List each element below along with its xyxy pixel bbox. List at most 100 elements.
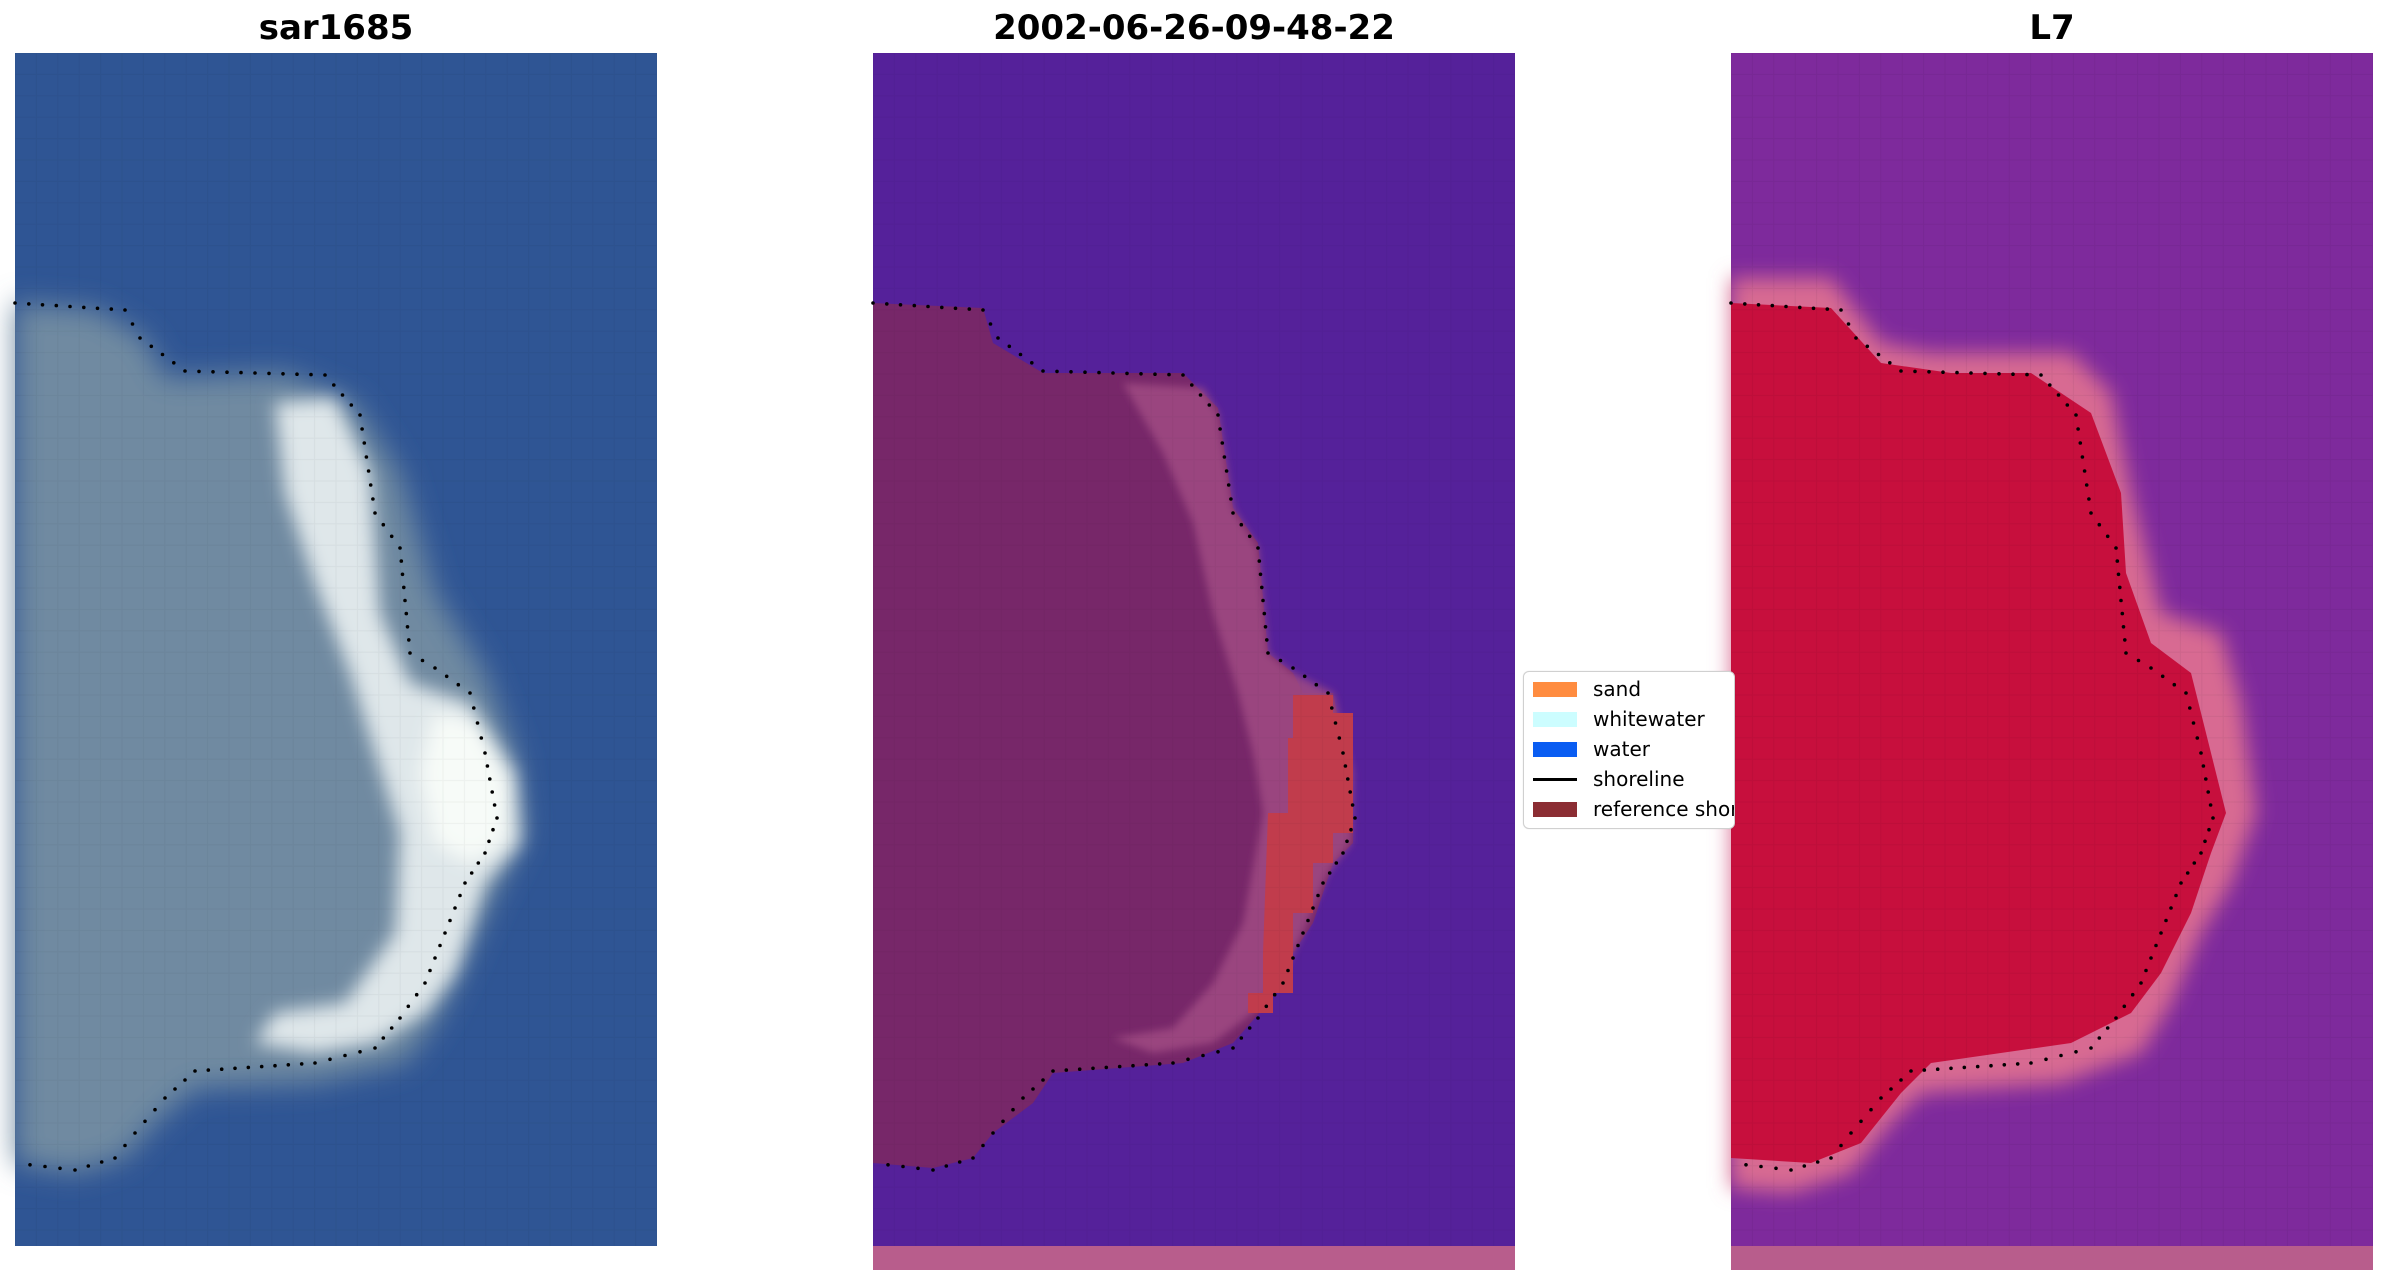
- shoreline-dot: [2039, 373, 2043, 377]
- shoreline-dot: [43, 1164, 47, 1169]
- shoreline-dot: [2115, 559, 2120, 563]
- shoreline-dot: [1190, 383, 1194, 387]
- legend-label: whitewater: [1593, 707, 1705, 731]
- classified-bottom-strip: [873, 1246, 1515, 1270]
- shoreline-dot: [491, 827, 495, 832]
- l7-bottom-strip: [1731, 1246, 2373, 1270]
- shoreline-dot: [1327, 871, 1332, 875]
- shoreline-dot: [991, 1131, 995, 1135]
- shoreline-dot: [371, 497, 375, 501]
- shoreline-dot: [197, 369, 201, 374]
- shoreline-dot: [2159, 931, 2163, 935]
- shoreline-dot: [420, 658, 425, 663]
- shoreline-dot: [2160, 674, 2165, 679]
- shoreline-dot: [433, 666, 437, 670]
- shoreline-dot: [2082, 469, 2087, 473]
- legend-item-sand: sand: [1533, 674, 1641, 704]
- shoreline-dot: [1876, 352, 1881, 357]
- shoreline-dot: [398, 1016, 402, 1020]
- legend: sand whitewater water shoreline referenc…: [1523, 671, 1735, 829]
- shoreline-dot: [95, 306, 100, 311]
- shoreline-dot: [1729, 301, 1733, 305]
- shoreline-dot: [2080, 455, 2085, 459]
- shoreline-dot: [1281, 981, 1285, 985]
- shoreline-dot: [2199, 851, 2203, 855]
- shoreline-dot: [1301, 931, 1305, 935]
- shoreline-dot: [2025, 372, 2029, 377]
- shoreline-dot: [1744, 1163, 1748, 1167]
- shoreline-dot: [153, 1107, 157, 1112]
- shoreline-dot: [490, 790, 495, 794]
- shoreline-dot: [133, 1131, 137, 1135]
- shoreline-dot: [2089, 1046, 2093, 1050]
- panel-title-classified: 2002-06-26-09-48-22: [993, 8, 1395, 48]
- panel-title-sar: sar1685: [258, 8, 414, 48]
- panel-title-l7: L7: [2029, 8, 2075, 48]
- shoreline-dot: [1007, 344, 1012, 349]
- shoreline-dot: [1839, 308, 1843, 312]
- shoreline-dot: [901, 1164, 905, 1169]
- shoreline-dot: [1153, 372, 1157, 377]
- shoreline-dot: [1051, 1069, 1055, 1073]
- shoreline-dot: [13, 301, 17, 305]
- shoreline-dot: [1854, 336, 1858, 340]
- shoreline-dot: [1949, 1066, 1953, 1071]
- shoreline-dot: [389, 534, 394, 539]
- shoreline-dot: [2089, 511, 2093, 515]
- shoreline-dot: [2044, 1057, 2048, 1062]
- shoreline-dot: [475, 721, 480, 725]
- shoreline-dot: [1815, 1160, 1820, 1164]
- legend-label: reference shoreline: [1593, 797, 1735, 821]
- reference-shoreline-swatch: [1533, 801, 1577, 817]
- shoreline-dot: [2174, 893, 2178, 898]
- shoreline-dot: [1811, 306, 1816, 311]
- shoreline-dot: [453, 906, 457, 910]
- shoreline-dot: [2139, 981, 2143, 985]
- shoreline-dot: [2211, 816, 2215, 820]
- shoreline-dot: [398, 546, 402, 550]
- shoreline-dot: [1041, 1078, 1045, 1082]
- shoreline-dot: [364, 455, 369, 459]
- shoreline-dot: [1239, 1036, 1244, 1040]
- shoreline-dot: [2192, 861, 2197, 865]
- shoreline-dot: [2207, 827, 2211, 832]
- shoreline-dot: [1348, 790, 1352, 794]
- shoreline-dot: [2208, 803, 2213, 807]
- shoreline-dot: [2048, 383, 2052, 387]
- shoreline-dot: [173, 1087, 177, 1091]
- shoreline-dot: [349, 403, 354, 407]
- shoreline-dot: [1198, 393, 1203, 397]
- shoreline-dot: [926, 304, 930, 309]
- shoreline-dot: [1997, 372, 2001, 376]
- shoreline-dots: [13, 301, 499, 1172]
- shoreline-dot: [1231, 511, 1235, 515]
- shoreline-dot: [492, 803, 497, 807]
- shoreline-dot: [1927, 370, 1931, 374]
- shoreline-dot: [1083, 370, 1087, 375]
- shoreline-dot: [368, 483, 373, 487]
- shoreline-dot: [86, 1164, 91, 1168]
- shoreline-dot: [259, 1064, 264, 1069]
- shoreline-dot: [1247, 534, 1252, 539]
- shoreline-dot: [931, 1168, 935, 1172]
- shoreline-dot: [309, 372, 313, 377]
- shoreline-dot: [2074, 413, 2078, 417]
- shoreline-dot: [2195, 736, 2200, 740]
- shoreline-dot: [981, 1143, 985, 1148]
- shoreline-dot: [1314, 682, 1319, 687]
- shoreline-dot: [1041, 369, 1045, 373]
- shoreline-dot: [328, 1057, 332, 1062]
- shoreline-dot: [381, 1036, 386, 1040]
- shoreline-dot: [73, 1168, 77, 1172]
- shoreline-dot: [163, 1096, 167, 1100]
- shoreline-dot: [313, 1061, 317, 1065]
- shoreline-dot: [1266, 651, 1270, 655]
- shoreline-dot: [1349, 827, 1353, 832]
- shoreline-dot: [143, 1119, 147, 1124]
- shoreline-dot: [1030, 361, 1034, 365]
- shoreline-dot: [2122, 1004, 2127, 1009]
- shoreline-dot: [1865, 344, 1870, 349]
- shoreline-dot: [1829, 1156, 1833, 1160]
- shoreline-dot: [1069, 370, 1073, 374]
- shoreline-dot: [1334, 861, 1339, 865]
